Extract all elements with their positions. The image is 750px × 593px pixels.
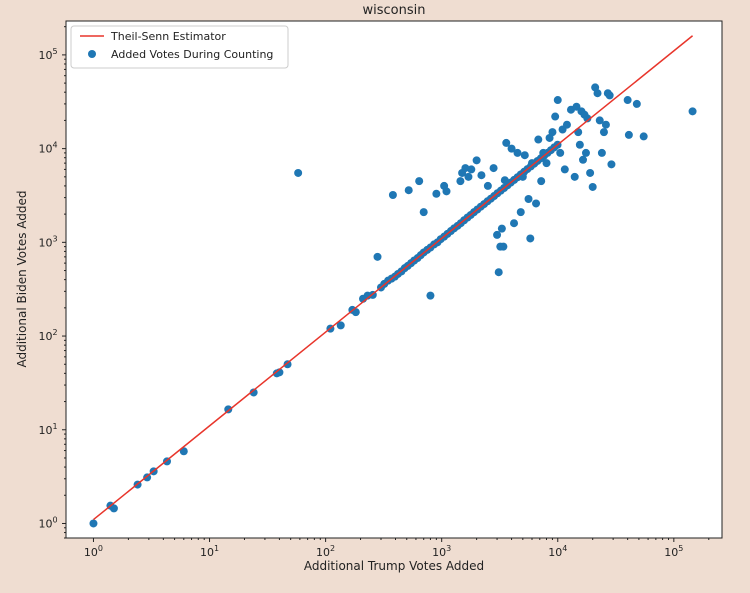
data-point [467,165,476,174]
data-point [493,230,502,239]
data-point [588,182,597,191]
data-point [373,252,382,261]
data-point [500,176,509,185]
legend-label-points: Added Votes During Counting [111,48,273,61]
data-point [507,144,516,153]
data-point [336,321,345,330]
data-point [526,234,535,243]
x-tick-label: 101 [200,544,219,559]
data-point [224,405,233,414]
x-tick-label: 104 [548,544,567,559]
data-point [489,164,498,173]
data-point [632,99,641,108]
legend: Theil-Senn Estimator Added Votes During … [70,25,289,69]
x-tick-label: 105 [664,544,683,559]
data-point [556,148,565,157]
data-point [520,151,529,160]
x-tick-label: 102 [316,544,335,559]
x-axis-label: Additional Trump Votes Added [304,559,484,573]
data-point [494,268,503,277]
data-point [516,208,525,217]
data-point [581,148,590,157]
fit-line [92,35,694,521]
y-tick-label: 104 [38,141,57,156]
data-point [575,140,584,149]
data-point [419,208,428,217]
data-point [432,189,441,198]
y-axis: 100 101 102 103 104 105 [38,26,66,539]
data-point [579,155,588,164]
data-point [89,519,98,528]
data-point [283,360,292,369]
data-point [109,504,118,513]
data-point [562,120,571,129]
data-point [483,181,492,190]
data-point [593,89,602,98]
data-point [404,186,413,195]
data-point [388,190,397,199]
legend-label-fit: Theil-Senn Estimator [110,30,226,43]
data-point [574,128,583,137]
data-point [537,177,546,186]
data-point [513,148,522,157]
data-point [497,224,506,233]
data-point [595,116,604,125]
data-point [688,107,697,116]
legend-box [70,25,289,69]
data-point [607,160,616,169]
data-point [502,138,511,147]
data-point [586,168,595,177]
data-point [249,388,258,397]
data-point [472,156,481,165]
data-point [560,165,569,174]
data-point [179,447,188,456]
data-point [528,159,537,168]
data-point [639,132,648,141]
data-point [623,96,632,105]
data-point [597,148,606,157]
data-point [524,194,533,203]
data-point [542,159,551,168]
data-point [532,199,541,208]
data-point [601,120,610,129]
data-point [518,172,527,181]
data-point [534,135,543,144]
data-point [553,96,562,105]
data-point [415,177,424,186]
data-point [510,219,519,228]
data-point [605,91,614,100]
data-point [599,128,608,137]
legend-point-swatch [88,50,96,58]
x-tick-label: 103 [432,544,451,559]
y-axis-label: Additional Biden Votes Added [15,190,29,367]
data-point [477,171,486,180]
data-point [464,172,473,181]
data-point [583,114,592,123]
data-point [624,130,633,139]
y-tick-label: 103 [38,234,57,249]
data-point [570,172,579,181]
fit-line-series [92,35,694,521]
data-point [551,112,560,121]
data-point [442,187,451,196]
data-point [456,177,465,186]
data-point [548,128,557,137]
x-axis: 100 101 102 103 104 105 [84,538,710,559]
y-tick-label: 100 [38,515,57,530]
data-point [499,242,508,251]
chart-title: wisconsin [363,3,426,18]
y-tick-label: 101 [38,422,57,437]
data-point [426,291,435,300]
y-tick-label: 102 [38,328,57,343]
x-tick-label: 100 [84,544,103,559]
y-tick-label: 105 [38,47,57,62]
data-point [294,168,303,177]
